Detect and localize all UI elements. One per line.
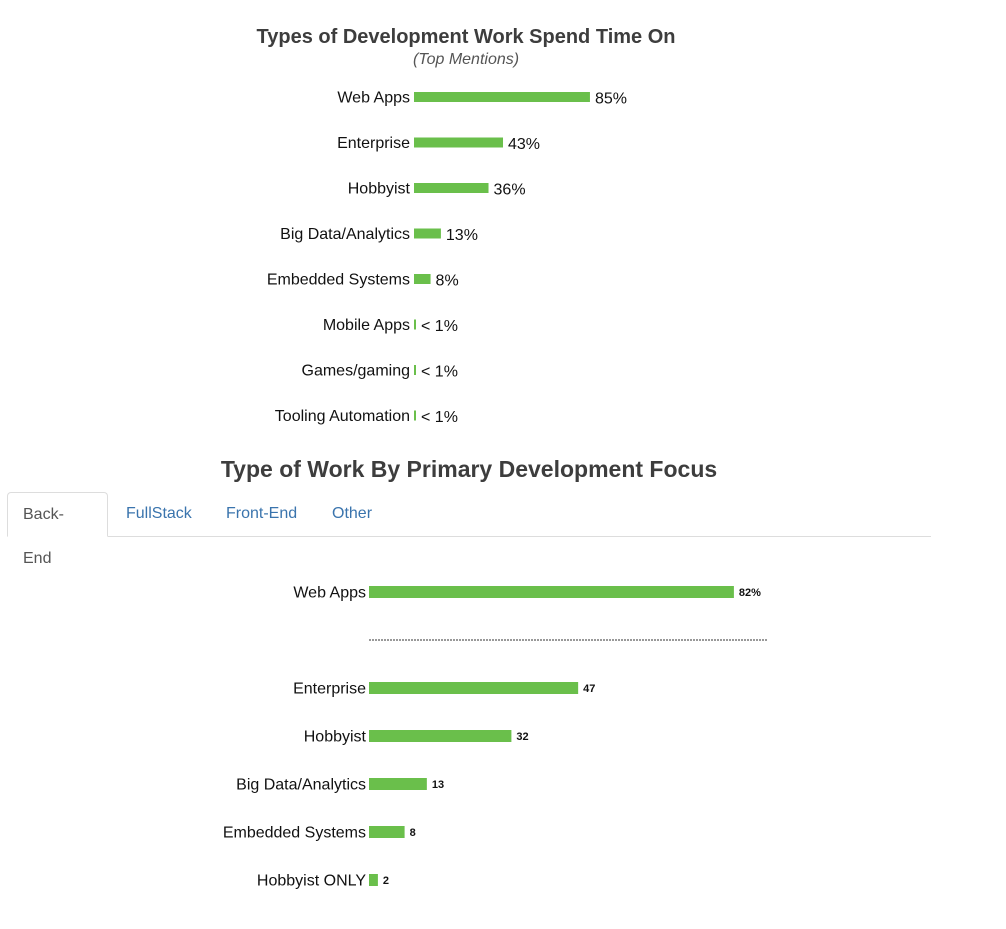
bar-hobbyist — [414, 183, 489, 193]
value-label-enterprise: 47 — [583, 683, 595, 695]
value-label-big-data-analytics: 13 — [432, 779, 444, 791]
category-label-web-apps: Web Apps — [337, 90, 410, 107]
category-label-web-apps: Web Apps — [293, 585, 366, 602]
tab-front-end[interactable]: Front-End — [226, 505, 298, 522]
category-label-mobile-apps: Mobile Apps — [323, 317, 410, 334]
value-label-web-apps: 85% — [595, 91, 627, 108]
bar-enterprise — [414, 137, 504, 148]
chart2-title: Type of Work By Primary Development Focu… — [220, 456, 718, 482]
chart1-svg: Web Apps 85% Enterprise 43% Hobbyist 36% Big D… — [267, 90, 627, 427]
focus-tabs: Back-End FullStack Front-End Other — [7, 492, 931, 567]
bar-tooling-automation — [414, 410, 416, 421]
value-label-tooling-automation: < 1% — [421, 409, 458, 426]
category-label-tooling-automation: Tooling Automation — [275, 408, 410, 425]
value-label-web-apps: 82% — [739, 587, 761, 599]
category-label-enterprise: Enterprise — [293, 681, 366, 698]
value-label-enterprise: 43% — [508, 136, 540, 153]
value-label-hobbyist: 32 — [516, 731, 528, 743]
bar-big-data-analytics — [369, 778, 427, 790]
bar-hobbyist-only — [369, 874, 378, 886]
bar-embedded-systems — [369, 826, 405, 838]
chart1-subtitle: (Top Mentions) — [412, 51, 520, 68]
category-label-embedded-systems: Embedded Systems — [223, 825, 366, 842]
category-label-games-gaming: Games/gaming — [302, 363, 411, 380]
chart2-svg: Web Apps 82% Enterprise 47 Hobbyist 32 Big Dat… — [223, 585, 768, 890]
value-label-mobile-apps: < 1% — [421, 318, 458, 335]
bar-web-apps — [369, 586, 734, 598]
category-label-big-data-analytics: Big Data/Analytics — [236, 777, 366, 794]
bar-games-gaming — [414, 365, 416, 375]
bar-mobile-apps — [414, 319, 416, 330]
category-label-big-data-analytics: Big Data/Analytics — [280, 226, 410, 243]
tab-fullstack[interactable]: FullStack — [126, 505, 192, 522]
value-label-games-gaming: < 1% — [421, 364, 458, 381]
tab-back-end[interactable]: Back-End — [7, 492, 108, 567]
category-label-hobbyist: Hobbyist — [304, 729, 367, 746]
chart1-title: Types of Development Work Spend Time On — [256, 26, 676, 48]
category-label-hobbyist: Hobbyist — [348, 181, 411, 198]
bar-web-apps — [414, 92, 590, 102]
tab-other[interactable]: Other — [332, 505, 373, 522]
bar-hobbyist — [369, 730, 512, 742]
value-label-hobbyist: 36% — [494, 182, 526, 199]
category-label-enterprise: Enterprise — [337, 135, 410, 152]
value-label-hobbyist-only: 2 — [383, 875, 389, 887]
value-label-embedded-systems: 8% — [436, 273, 459, 290]
value-label-big-data-analytics: 13% — [446, 227, 478, 244]
bar-embedded-systems — [414, 274, 431, 284]
bar-enterprise — [369, 682, 579, 694]
bar-big-data-analytics — [414, 228, 441, 239]
category-label-embedded-systems: Embedded Systems — [267, 272, 410, 289]
value-label-embedded-systems: 8 — [410, 827, 416, 839]
category-label-hobbyist-only: Hobbyist ONLY — [257, 873, 366, 890]
